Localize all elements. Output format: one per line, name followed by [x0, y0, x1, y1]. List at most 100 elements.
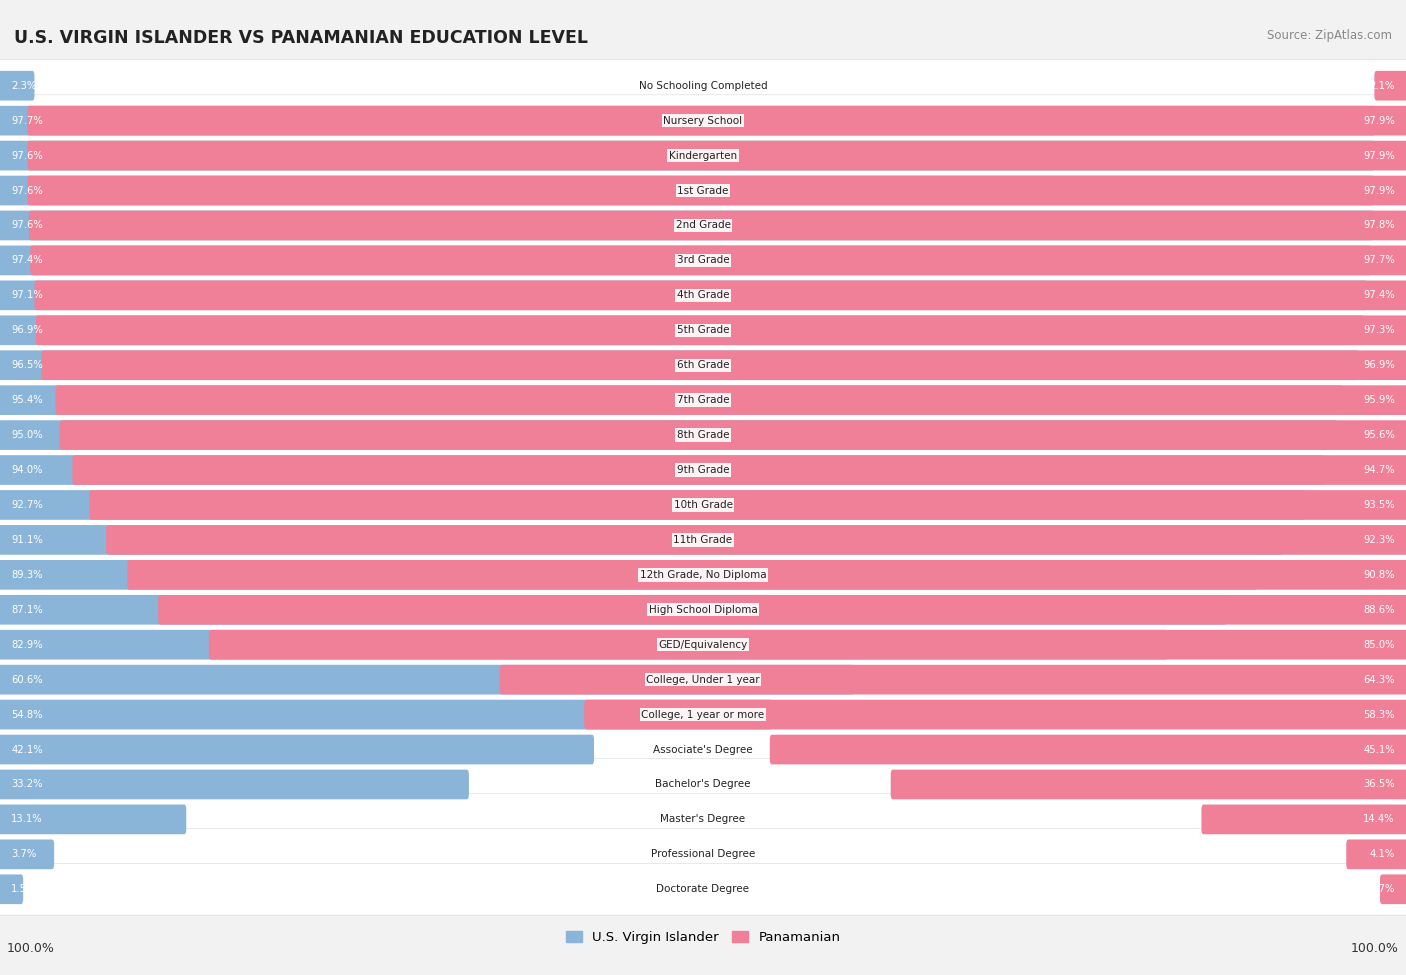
Text: Bachelor's Degree: Bachelor's Degree — [655, 779, 751, 790]
FancyBboxPatch shape — [0, 140, 1374, 171]
FancyBboxPatch shape — [0, 176, 1374, 206]
Text: 97.4%: 97.4% — [1364, 291, 1395, 300]
FancyBboxPatch shape — [0, 420, 1339, 449]
Text: 10th Grade: 10th Grade — [673, 500, 733, 510]
FancyBboxPatch shape — [0, 584, 1406, 636]
FancyBboxPatch shape — [41, 350, 1406, 380]
FancyBboxPatch shape — [0, 339, 1406, 391]
Text: 95.9%: 95.9% — [1362, 395, 1395, 406]
FancyBboxPatch shape — [0, 374, 1406, 426]
Text: 95.0%: 95.0% — [11, 430, 42, 440]
FancyBboxPatch shape — [0, 514, 1406, 566]
Text: Professional Degree: Professional Degree — [651, 849, 755, 859]
Text: 91.1%: 91.1% — [11, 535, 44, 545]
FancyBboxPatch shape — [0, 595, 1226, 625]
Text: 6th Grade: 6th Grade — [676, 360, 730, 370]
Text: 60.6%: 60.6% — [11, 675, 42, 684]
FancyBboxPatch shape — [0, 700, 773, 729]
FancyBboxPatch shape — [0, 654, 1406, 706]
Text: 97.9%: 97.9% — [1362, 185, 1395, 196]
Text: 42.1%: 42.1% — [11, 745, 42, 755]
Legend: U.S. Virgin Islander, Panamanian: U.S. Virgin Islander, Panamanian — [561, 925, 845, 949]
FancyBboxPatch shape — [0, 410, 1406, 461]
Text: 89.3%: 89.3% — [11, 569, 42, 580]
Text: 45.1%: 45.1% — [1364, 745, 1395, 755]
FancyBboxPatch shape — [1375, 71, 1406, 100]
FancyBboxPatch shape — [0, 106, 1375, 136]
FancyBboxPatch shape — [90, 490, 1406, 520]
FancyBboxPatch shape — [0, 59, 1406, 111]
Text: 1.5%: 1.5% — [11, 884, 37, 894]
FancyBboxPatch shape — [0, 875, 22, 904]
Text: Source: ZipAtlas.com: Source: ZipAtlas.com — [1267, 29, 1392, 42]
Text: 97.3%: 97.3% — [1364, 326, 1395, 335]
Text: 97.9%: 97.9% — [1362, 150, 1395, 161]
Text: 92.7%: 92.7% — [11, 500, 44, 510]
FancyBboxPatch shape — [128, 560, 1406, 590]
Text: 5th Grade: 5th Grade — [676, 326, 730, 335]
Text: 2nd Grade: 2nd Grade — [675, 220, 731, 230]
FancyBboxPatch shape — [0, 723, 1406, 775]
FancyBboxPatch shape — [0, 350, 1358, 380]
FancyBboxPatch shape — [0, 71, 34, 100]
Text: 96.9%: 96.9% — [11, 326, 44, 335]
Text: 8th Grade: 8th Grade — [676, 430, 730, 440]
Text: 94.0%: 94.0% — [11, 465, 42, 475]
Text: 54.8%: 54.8% — [11, 710, 42, 720]
FancyBboxPatch shape — [27, 140, 1406, 171]
Text: 3rd Grade: 3rd Grade — [676, 255, 730, 265]
Text: 96.9%: 96.9% — [1362, 360, 1395, 370]
FancyBboxPatch shape — [891, 769, 1406, 799]
FancyBboxPatch shape — [0, 630, 1167, 659]
Text: 14.4%: 14.4% — [1364, 814, 1395, 825]
Text: 95.6%: 95.6% — [1362, 430, 1395, 440]
Text: 33.2%: 33.2% — [11, 779, 42, 790]
Text: 1.7%: 1.7% — [1369, 884, 1395, 894]
Text: 36.5%: 36.5% — [1364, 779, 1395, 790]
Text: 64.3%: 64.3% — [1364, 675, 1395, 684]
Text: 82.9%: 82.9% — [11, 640, 42, 649]
FancyBboxPatch shape — [208, 630, 1406, 659]
FancyBboxPatch shape — [0, 759, 1406, 810]
FancyBboxPatch shape — [0, 804, 186, 835]
Text: 97.7%: 97.7% — [11, 116, 44, 126]
Text: 58.3%: 58.3% — [1364, 710, 1395, 720]
FancyBboxPatch shape — [0, 549, 1406, 601]
Text: College, Under 1 year: College, Under 1 year — [647, 675, 759, 684]
Text: 87.1%: 87.1% — [11, 604, 42, 615]
Text: 92.3%: 92.3% — [1364, 535, 1395, 545]
FancyBboxPatch shape — [0, 769, 470, 799]
FancyBboxPatch shape — [0, 829, 1406, 880]
FancyBboxPatch shape — [585, 700, 1406, 729]
FancyBboxPatch shape — [0, 235, 1406, 287]
Text: 7th Grade: 7th Grade — [676, 395, 730, 406]
FancyBboxPatch shape — [1381, 875, 1406, 904]
Text: 94.7%: 94.7% — [1364, 465, 1395, 475]
FancyBboxPatch shape — [27, 176, 1406, 206]
Text: Kindergarten: Kindergarten — [669, 150, 737, 161]
FancyBboxPatch shape — [0, 526, 1282, 555]
FancyBboxPatch shape — [37, 316, 1406, 345]
FancyBboxPatch shape — [0, 246, 1372, 275]
FancyBboxPatch shape — [0, 688, 1406, 740]
Text: 9th Grade: 9th Grade — [676, 465, 730, 475]
FancyBboxPatch shape — [0, 479, 1406, 530]
Text: 97.6%: 97.6% — [11, 150, 44, 161]
FancyBboxPatch shape — [0, 130, 1406, 181]
FancyBboxPatch shape — [0, 735, 593, 764]
Text: 2.3%: 2.3% — [11, 81, 37, 91]
FancyBboxPatch shape — [60, 420, 1406, 449]
Text: No Schooling Completed: No Schooling Completed — [638, 81, 768, 91]
Text: 12th Grade, No Diploma: 12th Grade, No Diploma — [640, 569, 766, 580]
FancyBboxPatch shape — [72, 455, 1406, 485]
FancyBboxPatch shape — [0, 281, 1367, 310]
Text: 2.1%: 2.1% — [1369, 81, 1395, 91]
Text: Nursery School: Nursery School — [664, 116, 742, 126]
FancyBboxPatch shape — [34, 281, 1406, 310]
FancyBboxPatch shape — [0, 385, 1344, 415]
Text: 97.6%: 97.6% — [11, 220, 44, 230]
Text: 100.0%: 100.0% — [7, 943, 55, 956]
Text: 88.6%: 88.6% — [1364, 604, 1395, 615]
FancyBboxPatch shape — [0, 665, 855, 694]
FancyBboxPatch shape — [770, 735, 1406, 764]
